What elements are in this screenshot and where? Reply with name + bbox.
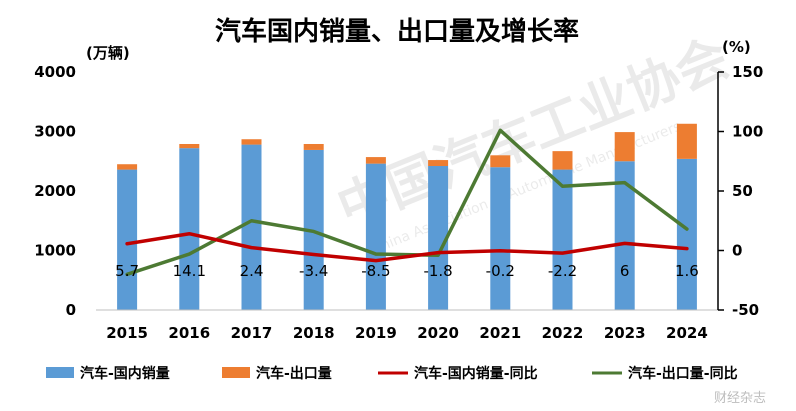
data-label-domestic-yoy: 2.4 (240, 262, 264, 280)
bar-domestic-2017 (241, 144, 262, 310)
right-axis-ticks: -50 0 50 100 150 (718, 63, 763, 319)
legend-label-export-yoy: 汽车-出口量-同比 (628, 365, 738, 382)
left-tick-label: 4000 (34, 63, 76, 81)
data-label-domestic-yoy: -8.5 (361, 262, 390, 280)
data-label-domestic-yoy: -0.2 (486, 262, 515, 280)
bar-export-2018 (303, 143, 324, 150)
bars (117, 123, 697, 310)
left-tick-label: 0 (66, 301, 76, 319)
x-tick-label: 2024 (666, 324, 708, 342)
left-tick-label: 2000 (34, 182, 76, 200)
bar-export-2015 (117, 164, 138, 170)
legend-item-domestic: 汽车-国内销量 (46, 365, 170, 382)
legend-swatch-domestic (46, 367, 74, 378)
data-label-domestic-yoy: -3.4 (299, 262, 328, 280)
bar-domestic-2016 (179, 148, 200, 310)
bar-export-2017 (241, 139, 262, 145)
x-tick-label: 2016 (168, 324, 210, 342)
credit-text: 财经杂志 (714, 391, 766, 406)
data-label-domestic-yoy: 14.1 (173, 262, 206, 280)
x-tick-label: 2015 (106, 324, 148, 342)
x-axis-ticks: 2015 2016 2017 2018 2019 2020 2021 2022 2023 2024 (106, 324, 708, 342)
bar-export-2024 (676, 123, 697, 159)
data-label-domestic-yoy: 6 (620, 262, 630, 280)
bar-export-2016 (179, 143, 200, 149)
legend-item-export-yoy: 汽车-出口量-同比 (592, 365, 738, 382)
bar-domestic-2019 (365, 163, 386, 310)
left-axis-unit: (万辆) (86, 44, 130, 62)
right-axis-unit: (%) (722, 38, 751, 56)
left-axis-ticks: 0 1000 2000 3000 4000 (34, 63, 76, 319)
bar-export-2022 (552, 151, 573, 170)
bar-domestic-2022 (552, 169, 573, 310)
bar-export-2019 (365, 157, 386, 164)
bar-domestic-2023 (614, 161, 635, 310)
x-tick-label: 2018 (293, 324, 335, 342)
legend-item-export: 汽车-出口量 (222, 365, 332, 382)
line-export-yoy (125, 128, 689, 277)
chart-title: 汽车国内销量、出口量及增长率 (215, 16, 579, 47)
left-tick-label: 1000 (34, 242, 76, 260)
x-tick-label: 2020 (417, 324, 459, 342)
legend-swatch-export (222, 367, 250, 378)
right-tick-label: 0 (732, 242, 742, 260)
right-tick-label: 100 (732, 123, 763, 141)
bar-domestic-2021 (490, 167, 511, 310)
left-tick-label: 3000 (34, 123, 76, 141)
series-lines (125, 128, 689, 277)
right-tick-label: 50 (732, 182, 753, 200)
data-label-domestic-yoy: 1.6 (675, 262, 699, 280)
data-label-domestic-yoy: -2.2 (548, 262, 577, 280)
line-domestic-yoy (125, 231, 689, 263)
right-tick-label: -50 (732, 301, 759, 319)
legend-label-domestic-yoy: 汽车-国内销量-同比 (414, 365, 538, 382)
legend-label-export: 汽车-出口量 (256, 365, 332, 382)
bar-domestic-2024 (676, 158, 697, 310)
data-label-domestic-yoy: -1.8 (423, 262, 452, 280)
data-label-domestic-yoy: 5.7 (115, 262, 139, 280)
x-tick-label: 2021 (479, 324, 521, 342)
bar-domestic-2015 (117, 169, 138, 310)
legend-item-domestic-yoy: 汽车-国内销量-同比 (378, 365, 538, 382)
bar-export-2021 (490, 155, 511, 168)
x-tick-label: 2017 (231, 324, 273, 342)
legend-label-domestic: 汽车-国内销量 (80, 365, 170, 382)
bar-export-2023 (614, 132, 635, 162)
legend: 汽车-国内销量 汽车-出口量 汽车-国内销量-同比 汽车-出口量-同比 (46, 365, 738, 382)
bar-domestic-2020 (428, 166, 449, 310)
x-tick-label: 2019 (355, 324, 397, 342)
x-tick-label: 2023 (604, 324, 646, 342)
data-labels: 5.7 14.1 2.4 -3.4 -8.5 -1.8 -0.2 -2.2 6 1.6 (115, 262, 699, 280)
right-tick-label: 150 (732, 63, 763, 81)
x-tick-label: 2022 (542, 324, 584, 342)
bar-export-2020 (428, 160, 449, 167)
